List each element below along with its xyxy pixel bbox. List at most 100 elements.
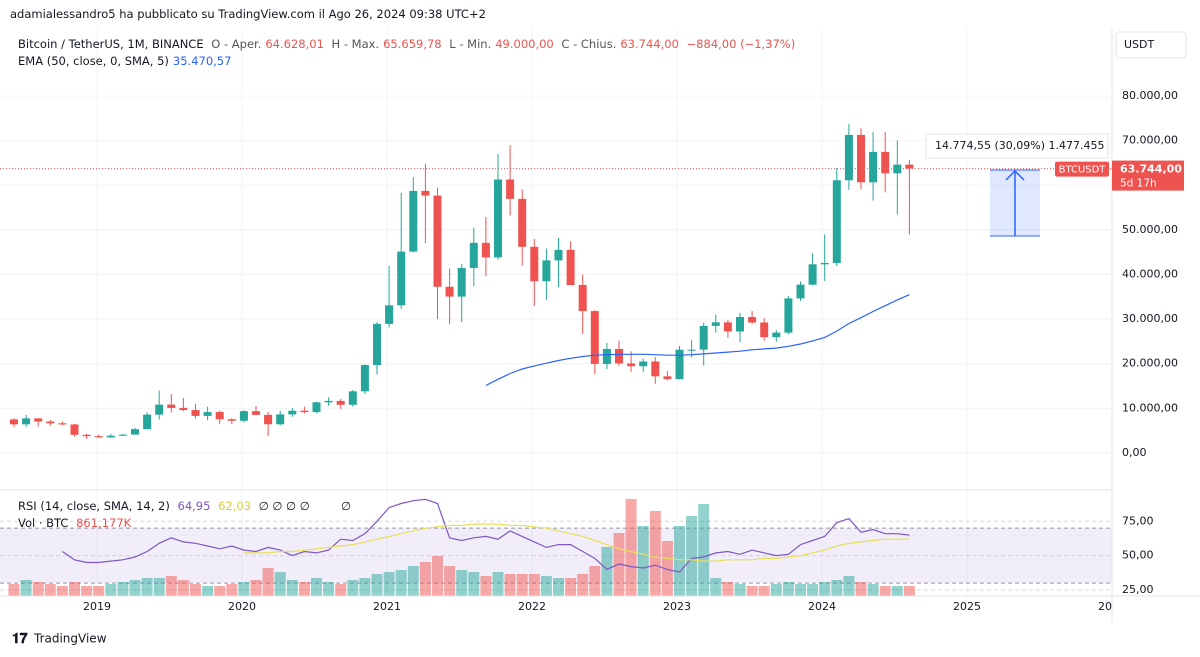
volume-bar [165, 576, 177, 596]
candle-body [602, 348, 611, 364]
candle-body [312, 402, 321, 413]
candle-body [699, 325, 708, 350]
candle-body [881, 151, 890, 174]
candle-body [469, 242, 478, 268]
volume-bar [153, 578, 165, 596]
volume-bar [553, 578, 564, 596]
candle-body [360, 365, 369, 392]
candle-body [167, 404, 176, 408]
volume-bar [371, 574, 383, 596]
volume-bar [93, 586, 105, 596]
candle-body [457, 267, 466, 297]
volume-bar [516, 574, 528, 596]
volume-bar [782, 582, 794, 596]
y-tick-label: 30.000,00 [1122, 312, 1178, 325]
attribution: adamialessandro5 ha pubblicato su Tradin… [10, 7, 486, 21]
price-tag-text: 63.744,00 [1120, 163, 1182, 176]
volume-bar [867, 584, 879, 596]
candle-body [82, 434, 91, 437]
symbol-tag-text: BTCUSDT [1059, 165, 1107, 176]
volume-bar [637, 526, 649, 596]
legend-value: 63.744,00 [620, 37, 679, 51]
volume-bar [105, 584, 117, 596]
volume-bar [843, 576, 855, 596]
measure-label: 14.774,55 (30,09%) 1.477.455 [935, 139, 1105, 152]
volume-bar [879, 586, 891, 596]
volume-bar [8, 584, 20, 596]
volume-bar [335, 584, 347, 596]
candle-body [22, 418, 31, 425]
volume-bar [117, 582, 129, 596]
x-tick-label: 2026 [1098, 600, 1126, 613]
volume-bar [601, 547, 613, 596]
x-tick-label: 2020 [228, 600, 256, 613]
candle-body [252, 411, 260, 415]
candle-body [239, 411, 248, 421]
volume-bar [81, 586, 93, 596]
legend-value: 64.628,01 [265, 37, 324, 51]
volume-bar [674, 526, 685, 596]
volume-bar [456, 570, 468, 596]
candle-body [663, 376, 672, 380]
price-tag-countdown: 5d 17h [1120, 178, 1157, 190]
volume-bar [577, 574, 589, 596]
volume-bar [383, 572, 395, 596]
y-tick-label: 20.000,00 [1122, 357, 1178, 370]
volume-name: Vol · BTC [18, 516, 69, 530]
volume-bar [407, 566, 419, 596]
ema-name: EMA (50, close, 0, SMA, 5) [18, 54, 169, 68]
volume-bar [540, 576, 552, 596]
volume-bar [32, 582, 44, 596]
ema-value: 35.470,57 [172, 54, 232, 68]
volume-bar [262, 568, 274, 596]
symbol: Bitcoin / TetherUS, 1M, BINANCE [18, 37, 204, 51]
volume-bar [177, 580, 189, 596]
volume-value: 861,177K [76, 516, 132, 530]
candle-body [760, 322, 769, 338]
legend-key: C - Chius. [561, 37, 617, 51]
volume-bar [311, 578, 322, 596]
candle-body [336, 400, 345, 405]
volume-bar [226, 584, 238, 596]
candle-body [348, 391, 357, 405]
volume-legend: Vol · BTC 861,177K [18, 516, 135, 530]
candle-body [481, 242, 490, 258]
candle-body [385, 305, 394, 324]
x-tick-label: 2022 [518, 600, 546, 613]
candle-body [736, 316, 744, 332]
candle-body [530, 246, 539, 282]
candle-body [893, 164, 902, 174]
candle-body [276, 414, 285, 425]
volume-bar [468, 572, 480, 596]
candle-body [227, 419, 236, 421]
candle-body [869, 151, 878, 183]
volume-bar [419, 562, 431, 596]
volume-bar [661, 541, 673, 596]
x-tick-label: 2024 [808, 600, 836, 613]
candle-body [723, 322, 732, 332]
ema-legend: EMA (50, close, 0, SMA, 5) 35.470,57 [18, 54, 235, 68]
candle-body [639, 361, 648, 367]
x-tick-label: 2021 [373, 600, 401, 613]
candle-body [844, 134, 853, 181]
volume-bar [855, 582, 867, 596]
candle-body [542, 260, 551, 282]
currency-box[interactable] [1115, 31, 1187, 59]
candle-body [675, 349, 684, 380]
currency[interactable]: USDT [1124, 38, 1155, 51]
candle-body [832, 180, 841, 263]
volume-bar [69, 582, 80, 596]
candle-body [191, 410, 200, 416]
candle-body [300, 410, 309, 413]
candle-body [70, 424, 79, 435]
candle-body [215, 412, 224, 420]
rsi-empty: ∅ ∅ ∅ ∅ [258, 499, 310, 513]
y-tick-label: 0,00 [1122, 446, 1147, 459]
candle-body [433, 195, 442, 287]
candle-body [94, 436, 103, 438]
candle-body [324, 400, 333, 403]
candle-body [711, 322, 720, 326]
volume-bar [432, 556, 443, 596]
candle-body [615, 348, 623, 364]
volume-bar [565, 578, 577, 596]
